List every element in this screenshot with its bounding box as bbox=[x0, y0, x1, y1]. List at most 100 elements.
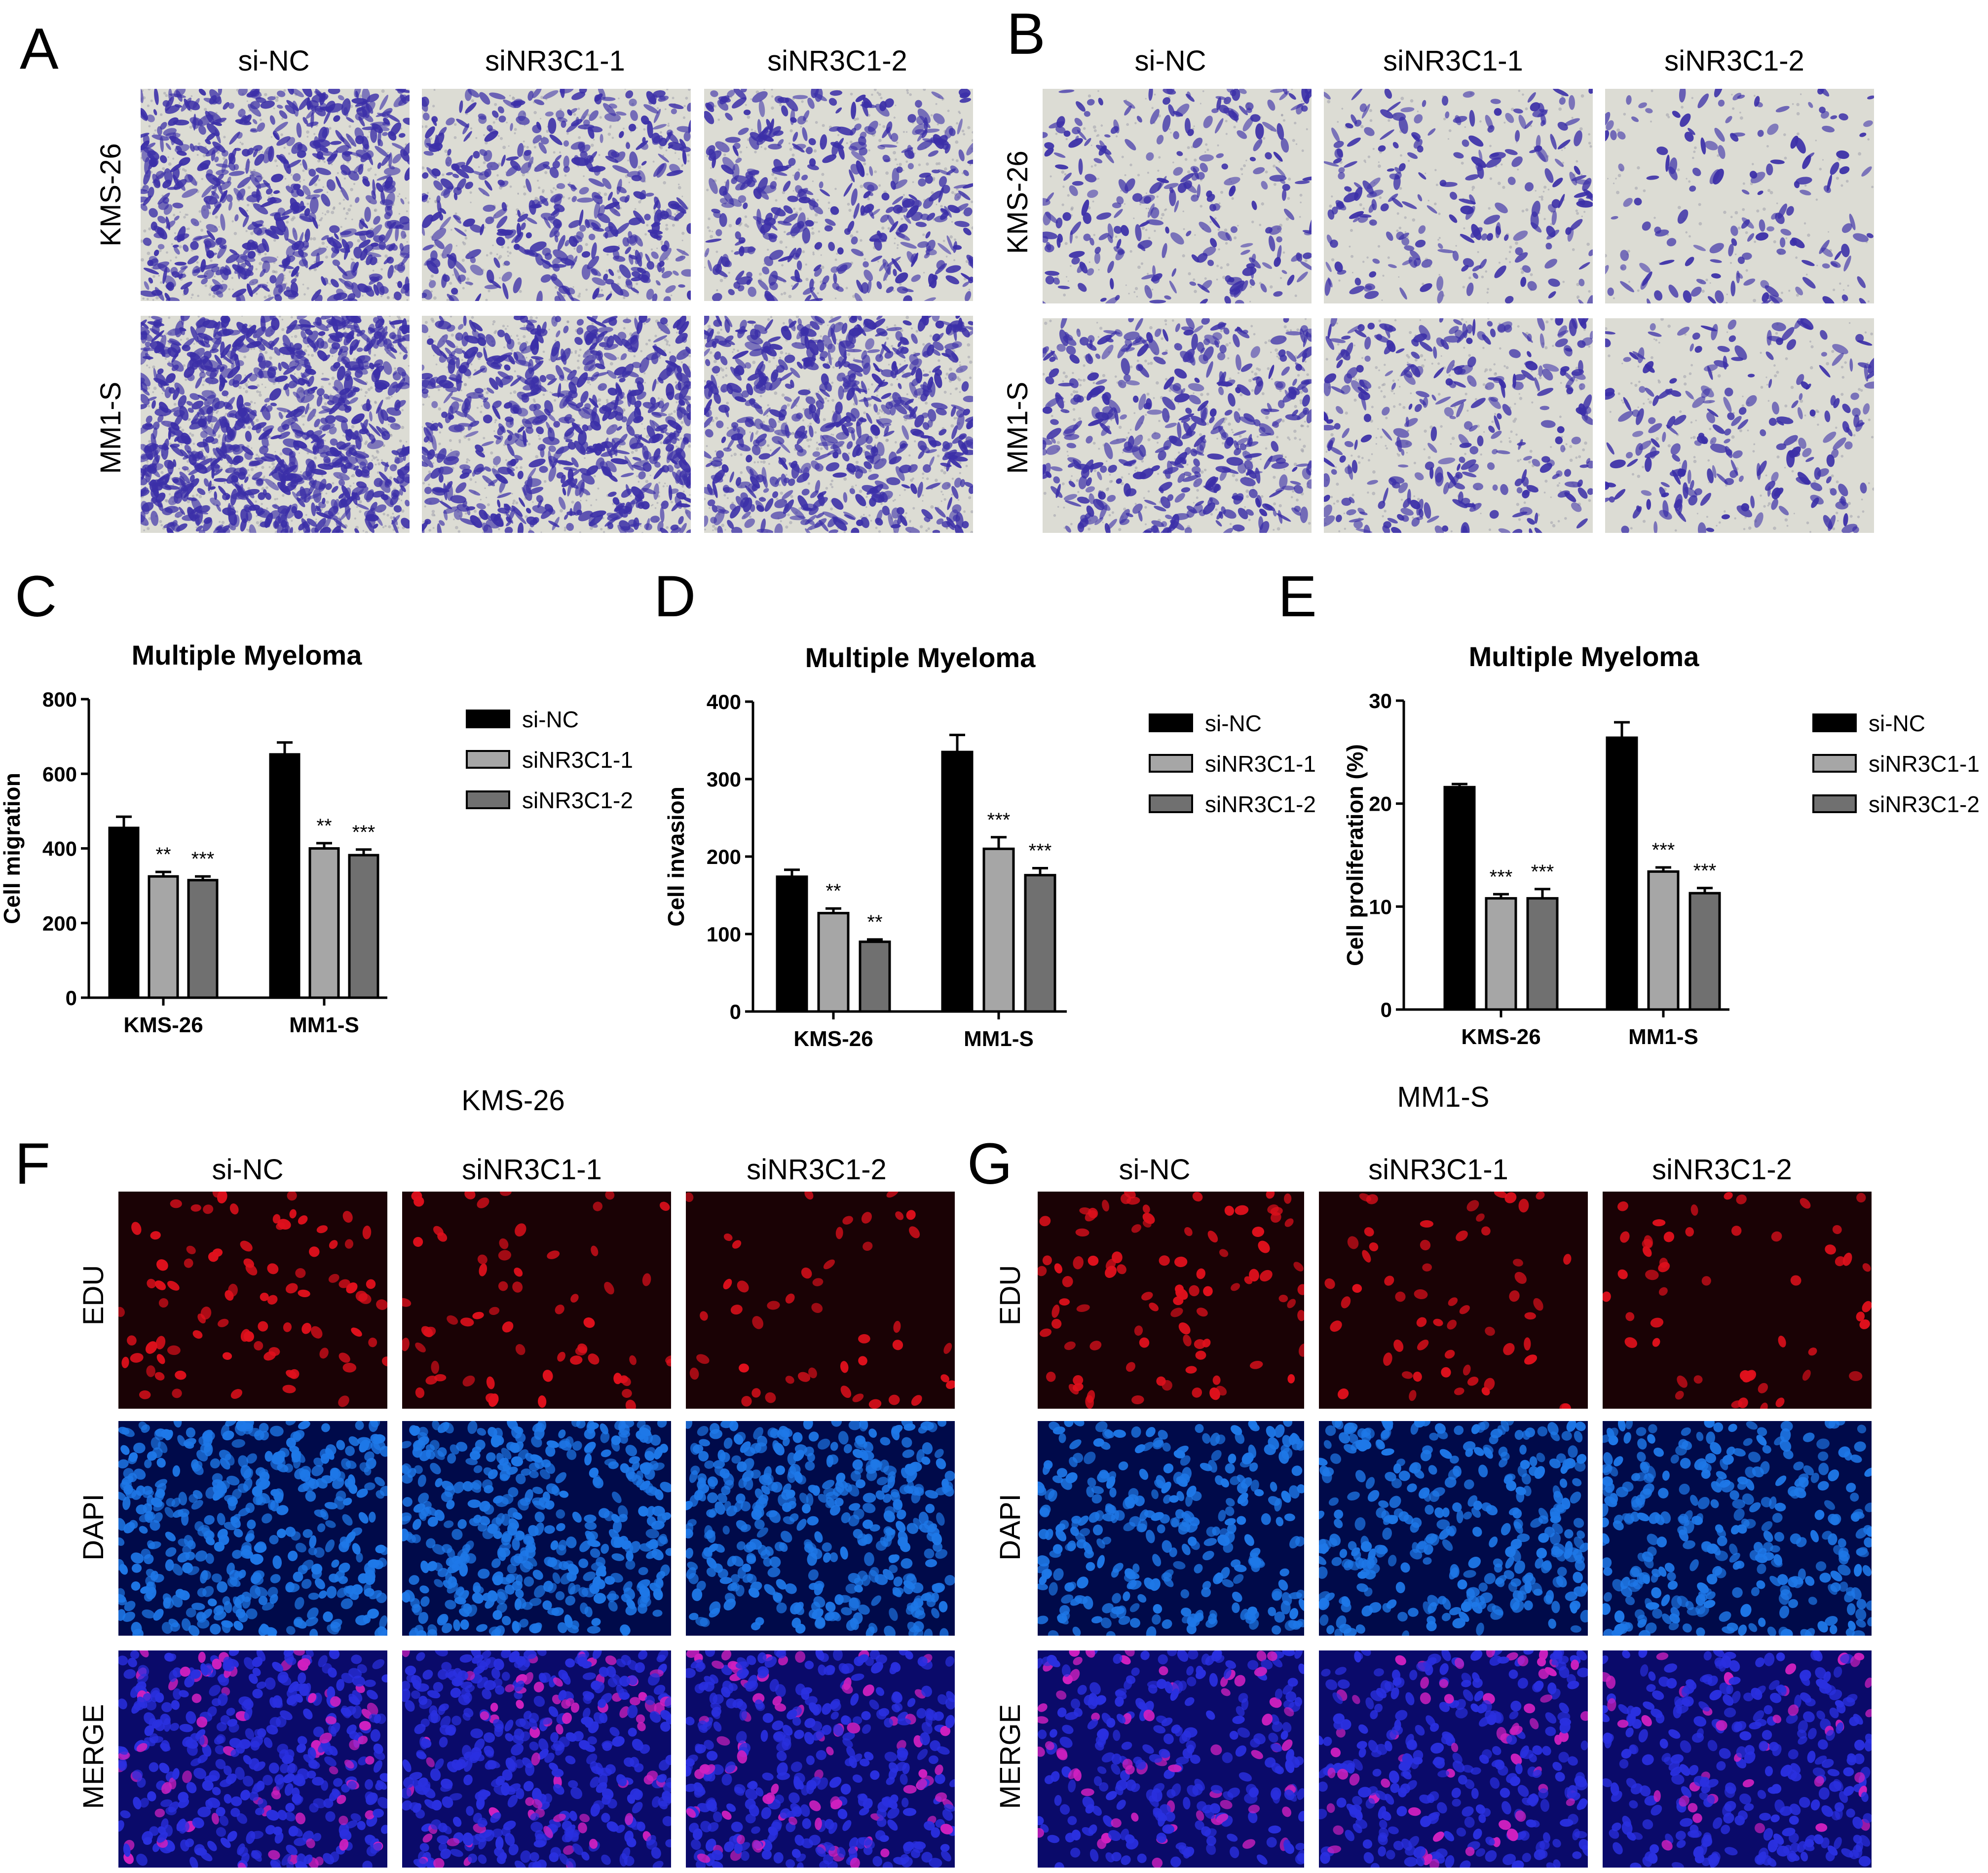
panel-f-row-label: MERGE bbox=[77, 1704, 110, 1809]
panel-g-fluorescence-merge-si-nc bbox=[1038, 1650, 1304, 1868]
legend-swatch bbox=[466, 710, 510, 728]
legend-swatch bbox=[466, 750, 510, 769]
panel-f-fluorescence-dapi-sinr3c1-1 bbox=[402, 1421, 671, 1636]
panel-label-e: E bbox=[1278, 564, 1317, 629]
panel-g-fluorescence-edu-sinr3c1-1 bbox=[1319, 1192, 1588, 1409]
y-tick-label: 30 bbox=[1369, 689, 1392, 712]
panel-g-fluorescence-merge-sinr3c1-1 bbox=[1319, 1650, 1588, 1868]
bar bbox=[108, 826, 140, 999]
x-tick-label: MM1-S bbox=[964, 1027, 1034, 1051]
panel-b-column-label: siNR3C1-2 bbox=[1664, 45, 1804, 77]
panel-f-fluorescence-merge-sinr3c1-2 bbox=[686, 1650, 955, 1868]
bar bbox=[1443, 786, 1476, 1011]
panel-a-micrograph-kms26-sinr3c1-2 bbox=[704, 89, 973, 301]
bar bbox=[308, 847, 340, 999]
legend-entry: siNR3C1-1 bbox=[522, 747, 633, 773]
significance-label: ** bbox=[825, 880, 841, 902]
panel-g-row-label: EDU bbox=[994, 1265, 1026, 1326]
panel-f-fluorescence-merge-sinr3c1-1 bbox=[402, 1650, 671, 1868]
y-tick-label: 400 bbox=[42, 837, 77, 861]
panel-a-column-label: siNR3C1-2 bbox=[767, 45, 907, 77]
chart-cell-invasion: Multiple Myeloma Cell invasion 0 100 200 300 4… bbox=[663, 642, 1316, 1051]
bar bbox=[776, 875, 808, 1013]
panel-label-a: A bbox=[20, 16, 59, 81]
y-tick-label: 200 bbox=[707, 845, 741, 868]
panel-f-column-label: siNR3C1-1 bbox=[462, 1154, 602, 1186]
panel-f-column-label: si-NC bbox=[212, 1154, 284, 1186]
y-tick-label: 300 bbox=[707, 768, 741, 791]
panel-g-row-label: MERGE bbox=[994, 1704, 1026, 1809]
significance-label: *** bbox=[1490, 866, 1513, 888]
panel-g-column-label: siNR3C1-2 bbox=[1652, 1154, 1792, 1186]
panel-a-column-label: siNR3C1-1 bbox=[485, 45, 625, 77]
significance-label: *** bbox=[1531, 861, 1554, 883]
panel-b-column-label: siNR3C1-1 bbox=[1383, 45, 1523, 77]
panel-b-row-label: MM1-S bbox=[1002, 381, 1034, 474]
bar bbox=[148, 875, 179, 999]
panel-b-micrograph-mm1s-sinr3c1-1 bbox=[1324, 318, 1593, 533]
panel-f-fluorescence-edu-sinr3c1-1 bbox=[402, 1192, 671, 1409]
legend-entry: si-NC bbox=[1205, 711, 1262, 736]
panel-a-micrograph-mm1s-si-nc bbox=[141, 316, 410, 533]
significance-label: *** bbox=[1029, 840, 1052, 862]
significance-label: ** bbox=[155, 844, 171, 865]
y-tick-label: 0 bbox=[730, 1000, 741, 1023]
panel-a-row-label: MM1-S bbox=[95, 381, 127, 474]
bar bbox=[1606, 736, 1638, 1011]
y-axis-label: Cell invasion bbox=[663, 787, 689, 927]
panel-label-c: C bbox=[15, 564, 57, 629]
panel-g-fluorescence-dapi-sinr3c1-2 bbox=[1603, 1421, 1872, 1636]
panel-a-micrograph-mm1s-sinr3c1-2 bbox=[704, 316, 973, 533]
significance-label: *** bbox=[987, 809, 1011, 831]
y-axis-label: Cell proliferation (%) bbox=[1342, 744, 1368, 966]
panel-b-micrograph-mm1s-sinr3c1-2 bbox=[1605, 318, 1874, 533]
bar bbox=[1647, 870, 1680, 1011]
x-tick-label: MM1-S bbox=[1628, 1025, 1698, 1049]
bar bbox=[348, 854, 379, 999]
panel-f-row-label: DAPI bbox=[77, 1494, 110, 1561]
legend-swatch bbox=[1149, 794, 1193, 813]
legend-entry: siNR3C1-1 bbox=[1205, 751, 1316, 777]
panel-g-column-label: si-NC bbox=[1119, 1154, 1191, 1186]
x-tick-label: KMS-26 bbox=[123, 1013, 203, 1037]
legend-swatch bbox=[1812, 713, 1857, 732]
bar bbox=[941, 750, 974, 1013]
legend-swatch bbox=[1812, 794, 1857, 813]
panel-b-row-label: KMS-26 bbox=[1002, 150, 1034, 254]
panel-f-column-label: siNR3C1-2 bbox=[747, 1154, 887, 1186]
significance-label: *** bbox=[1652, 839, 1675, 861]
legend-entry: siNR3C1-2 bbox=[522, 787, 633, 813]
legend-entry: siNR3C1-1 bbox=[1869, 751, 1980, 777]
y-tick-label: 0 bbox=[66, 986, 77, 1010]
bar bbox=[817, 912, 850, 1013]
y-tick-label: 100 bbox=[707, 923, 741, 946]
panel-label-g: G bbox=[967, 1131, 1013, 1197]
panel-f-row-label: EDU bbox=[77, 1265, 110, 1326]
panel-b-micrograph-kms26-si-nc bbox=[1043, 89, 1312, 303]
panel-f-fluorescence-dapi-sinr3c1-2 bbox=[686, 1421, 955, 1636]
panel-label-b: B bbox=[1007, 1, 1046, 67]
chart-title: Multiple Myeloma bbox=[132, 639, 363, 671]
legend-swatch bbox=[1149, 713, 1193, 732]
panel-f-fluorescence-edu-sinr3c1-2 bbox=[686, 1192, 955, 1409]
x-tick-label: KMS-26 bbox=[793, 1027, 873, 1051]
panel-g-group-label: MM1-S bbox=[1397, 1081, 1490, 1113]
chart-cell-migration: Multiple Myeloma Cell migration 0 200 400 600… bbox=[0, 639, 633, 1037]
x-tick-label: MM1-S bbox=[289, 1013, 359, 1037]
chart-title: Multiple Myeloma bbox=[805, 642, 1036, 673]
panel-label-d: D bbox=[654, 564, 696, 629]
legend-entry: siNR3C1-2 bbox=[1205, 791, 1316, 817]
panel-g-fluorescence-dapi-sinr3c1-1 bbox=[1319, 1421, 1588, 1636]
significance-label: *** bbox=[191, 848, 215, 870]
x-tick-label: KMS-26 bbox=[1461, 1025, 1540, 1049]
bar bbox=[1688, 892, 1721, 1011]
panel-a-micrograph-kms26-si-nc bbox=[141, 89, 410, 301]
panel-f-fluorescence-edu-si-nc bbox=[118, 1192, 387, 1409]
panel-f-fluorescence-merge-si-nc bbox=[118, 1650, 387, 1868]
panel-b-micrograph-kms26-sinr3c1-2 bbox=[1605, 89, 1874, 303]
panel-b-column-label: si-NC bbox=[1134, 45, 1206, 77]
y-tick-label: 600 bbox=[42, 762, 77, 786]
y-tick-label: 20 bbox=[1369, 792, 1392, 816]
y-tick-label: 10 bbox=[1369, 895, 1392, 918]
legend-swatch bbox=[466, 790, 510, 809]
